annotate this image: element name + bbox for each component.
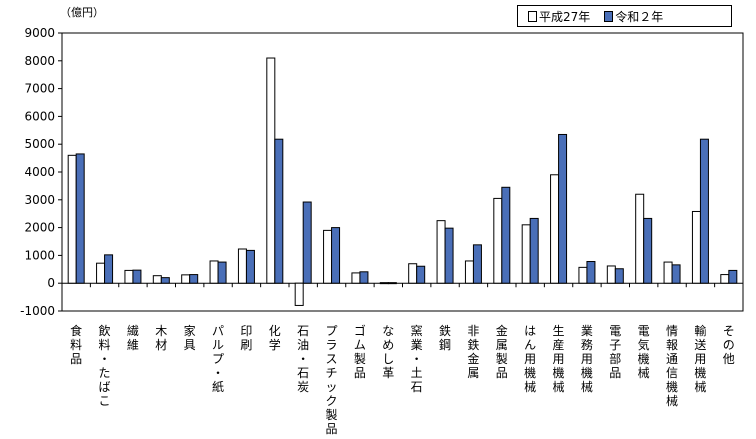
bar-1-10: [351, 272, 361, 284]
bar-1-13: [436, 220, 446, 284]
x-tick-label: はん用機械: [524, 324, 536, 394]
x-tick-label: パルプ・紙: [212, 324, 224, 394]
bar-2-12: [416, 265, 426, 284]
bar-1-20: [635, 193, 645, 284]
bar-1-19: [606, 265, 616, 284]
legend-label-series-1: 平成27年: [539, 9, 591, 24]
x-tick-label: 家具: [184, 323, 196, 352]
y-tick-label: 1000: [24, 248, 55, 262]
bar-2-16: [529, 217, 539, 284]
bar-2-17: [558, 133, 568, 284]
y-tick-label: 4000: [24, 165, 55, 179]
bar-1-8: [294, 282, 304, 306]
bar-1-15: [493, 197, 503, 284]
bar-1-1: [96, 262, 106, 284]
x-tick-label: 電気機械: [638, 324, 650, 380]
x-tick-label: 金属製品: [496, 323, 508, 380]
x-tick-label: その他: [723, 324, 735, 366]
bar-1-3: [152, 275, 162, 284]
y-tick-label: 0: [47, 276, 55, 290]
x-tick-label: 窯業・土石: [411, 323, 423, 394]
x-tick-label: 非鉄金属: [467, 324, 479, 380]
bar-1-18: [578, 266, 588, 284]
bar-1-11: [379, 282, 389, 285]
bar-1-2: [124, 269, 134, 284]
bar-1-9: [323, 229, 333, 284]
x-tick-label: 鉄鋼: [439, 323, 451, 352]
x-tick-label: 印刷: [240, 324, 252, 352]
x-tick-label: 電子部品: [609, 324, 621, 380]
bar-2-6: [245, 249, 255, 284]
legend-item-series-1: 平成27年: [528, 8, 590, 25]
bar-1-21: [663, 261, 673, 284]
legend-label-series-2: 令和２年: [615, 9, 664, 24]
bar-1-12: [408, 263, 418, 284]
x-tick-label: 飲料・たばこ: [99, 323, 111, 408]
bar-2-21: [671, 264, 681, 284]
x-tick-label: 生産用機械: [553, 324, 565, 394]
y-axis-unit-label: （億円）: [60, 6, 104, 19]
x-tick-label: 木材: [155, 324, 167, 352]
bar-2-18: [586, 261, 596, 284]
axes: [58, 32, 744, 312]
bar-2-7: [274, 138, 284, 284]
bar-1-6: [237, 248, 247, 284]
y-tick-label: 3000: [24, 193, 55, 207]
legend: 平成27年 令和２年: [517, 5, 732, 27]
y-tick-label: 8000: [24, 54, 55, 68]
bar-2-2: [132, 269, 142, 284]
bar-1-7: [266, 57, 276, 284]
y-tick-label: 7000: [24, 82, 55, 96]
x-tick-label: 食料品: [70, 323, 82, 366]
y-tick-label: 5000: [24, 137, 55, 151]
y-tick-label: 9000: [24, 26, 55, 40]
bar-2-13: [444, 227, 454, 284]
x-tick-label: 化学: [269, 324, 281, 352]
bar-2-4: [189, 274, 199, 284]
y-tick-labels: -1000 0 1000 2000 3000 4000 5000 6000 7000 8000 90…: [20, 26, 55, 318]
bar-2-10: [359, 271, 369, 284]
legend-item-series-2: 令和２年: [604, 8, 663, 25]
bar-2-15: [501, 186, 511, 284]
bar-2-22: [699, 138, 709, 284]
y-tick-label: 2000: [24, 221, 55, 235]
x-tick-label: ゴム製品: [354, 323, 366, 380]
x-tick-label: 石油・石炭: [297, 324, 309, 394]
bar-2-11: [387, 282, 397, 285]
bar-1-5: [209, 260, 219, 284]
bar-2-1: [104, 254, 114, 284]
bar-2-3: [160, 277, 170, 284]
bars: [67, 57, 738, 306]
bar-2-23: [728, 269, 738, 284]
bar-2-0: [75, 153, 85, 284]
bar-2-14: [472, 244, 482, 284]
x-tick-label: なめし革: [382, 324, 394, 380]
bar-2-8: [302, 201, 312, 284]
bar-2-5: [217, 261, 227, 284]
x-tick-label: 繊維: [127, 324, 139, 352]
bar-1-14: [464, 260, 474, 284]
bar-1-0: [67, 154, 77, 284]
bar-1-16: [521, 224, 531, 284]
y-tick-label: -1000: [20, 304, 55, 318]
x-tick-label: 輸送用機械: [694, 323, 706, 394]
y-tick-label: 6000: [24, 109, 55, 123]
bar-1-17: [550, 174, 560, 284]
bar-1-4: [181, 274, 191, 284]
bar-2-19: [614, 268, 624, 284]
bar-2-20: [643, 217, 653, 284]
x-tick-label: 業務用機械: [581, 324, 593, 394]
legend-swatch-series-2: [604, 10, 614, 22]
legend-swatch-series-1: [528, 10, 537, 22]
bar-2-9: [331, 227, 341, 284]
bar-1-22: [691, 210, 701, 284]
x-tick-label: プラスチック製品: [326, 324, 338, 436]
bar-1-23: [720, 274, 730, 284]
x-tick-label: 情報通信機械: [666, 324, 678, 408]
